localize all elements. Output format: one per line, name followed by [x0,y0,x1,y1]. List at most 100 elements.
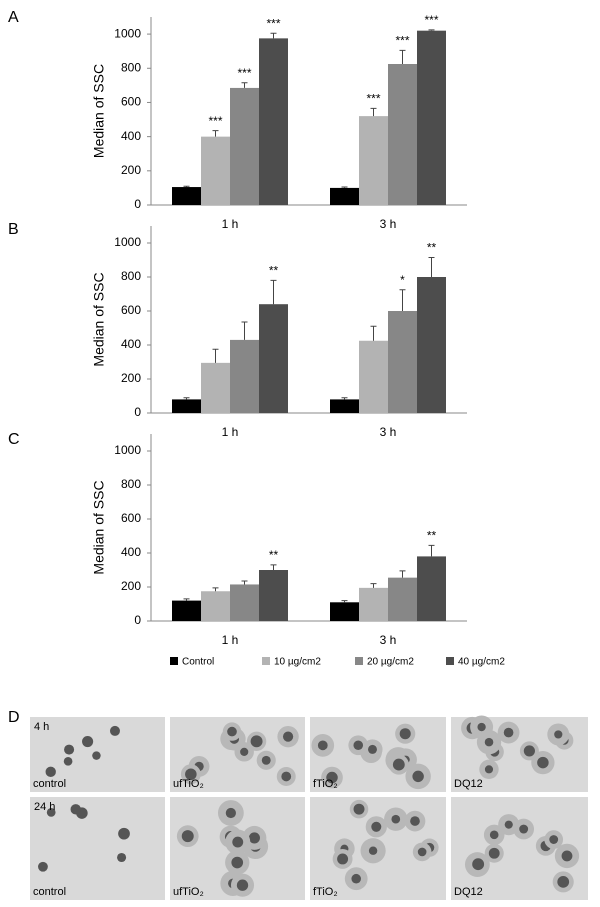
cell-nucleus [63,756,73,766]
legend-label: 20 µg/cm2 [367,657,414,668]
x-tick-label: 3 h [380,425,397,439]
error-bar [428,256,435,277]
micrograph-label: control [33,886,66,898]
significance-label: ** [427,529,437,543]
cell-nucleus [489,830,499,840]
panel-label: B [8,221,19,238]
significance-label: ** [269,264,279,278]
bar [230,339,259,413]
micrograph-label: ufTiO₂ [173,778,204,790]
x-tick-label: 3 h [380,633,397,647]
legend-swatch [355,657,363,665]
cell-nucleus [82,735,94,748]
x-tick-label: 3 h [380,217,397,231]
cell-nucleus [484,765,494,774]
cell-nucleus [92,751,101,760]
bar [417,277,446,413]
significance-label: * [400,273,405,287]
error-bar [399,289,406,311]
micrograph-label: DQ12 [454,886,483,898]
micrograph-label: DQ12 [454,778,483,790]
y-tick-label: 200 [121,163,141,177]
error-bar [428,29,435,31]
bar [172,187,201,205]
error-bar [183,185,190,188]
x-tick-label: 1 h [222,633,239,647]
error-bar [183,598,190,601]
y-tick-label: 0 [134,613,141,627]
error-bar [270,564,277,570]
legend-label: Control [182,657,214,668]
cell-nucleus [248,832,260,844]
micrograph-label: ufTiO₂ [173,886,204,898]
cell-nucleus [236,879,249,891]
y-tick-label: 400 [121,337,141,351]
cell-nucleus [537,756,549,769]
cell-nucleus [240,747,249,756]
cell-nucleus [45,766,56,778]
legend-swatch [170,657,178,665]
cell-nucleus [64,744,75,755]
error-bar [341,186,348,188]
cell-nucleus [117,852,127,863]
x-tick-label: 1 h [222,425,239,439]
panel-label: D [8,709,20,726]
error-bar [212,130,219,137]
y-tick-label: 400 [121,545,141,559]
y-tick-label: 200 [121,579,141,593]
bar [259,570,288,621]
cell-nucleus [351,873,361,884]
y-tick-label: 800 [121,60,141,74]
bar [201,362,230,413]
legend-swatch [446,657,454,665]
bar [388,64,417,205]
cell-nucleus [484,737,494,747]
bar [201,136,230,205]
cell-nucleus [317,740,328,751]
y-tick-label: 400 [121,129,141,143]
significance-label: ** [427,241,437,255]
significance-label: *** [237,66,251,80]
error-bar [212,587,219,592]
significance-label: *** [395,33,409,47]
panel-label: A [8,9,19,26]
error-bar [183,397,190,400]
y-tick-label: 800 [121,269,141,283]
cell-nucleus [261,755,271,765]
legend-label: 40 µg/cm2 [458,657,505,668]
y-tick-label: 600 [121,303,141,317]
cell-nucleus [227,726,237,737]
micrograph-label: control [33,778,66,790]
bar [330,399,359,413]
y-axis-label: Median of SSC [91,272,107,366]
cell-nucleus [368,846,378,855]
bar [172,600,201,621]
error-bar [241,82,248,88]
cell-nucleus [399,728,411,740]
y-tick-label: 1000 [114,235,141,249]
error-bar [399,49,406,64]
bar [172,399,201,413]
y-tick-label: 0 [134,197,141,211]
cell-nucleus [368,744,377,754]
cell-nucleus [392,758,405,771]
y-tick-label: 0 [134,405,141,419]
micrograph-label: fTiO₂ [313,778,338,790]
significance-label: *** [208,114,222,128]
cell-nucleus [557,875,570,888]
cell-nucleus [326,771,338,784]
cell-nucleus [417,847,427,857]
y-tick-label: 600 [121,511,141,525]
error-bar [370,325,377,341]
significance-label: *** [424,13,438,27]
cell-nucleus [412,770,424,783]
cell-nucleus [477,722,486,732]
error-bar [270,279,277,305]
bar [259,304,288,413]
cell-nucleus [519,824,529,834]
bar [201,591,230,621]
cell-nucleus [225,807,236,819]
cell-nucleus [38,861,48,872]
error-bar [341,397,348,400]
